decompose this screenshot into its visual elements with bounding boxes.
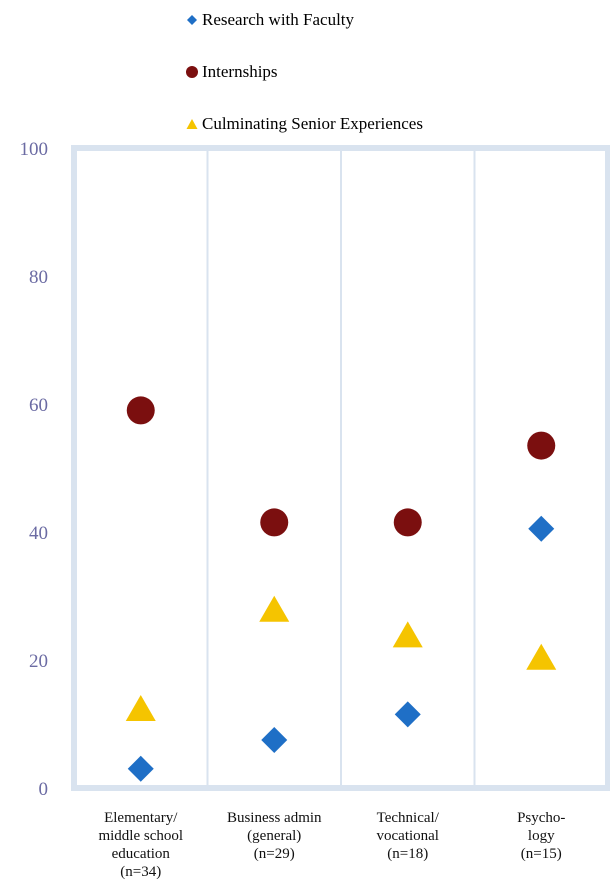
legend-label-culminating: Culminating Senior Experiences	[202, 114, 423, 133]
internship-point	[126, 396, 155, 425]
y-tick-label: 100	[20, 139, 49, 160]
research-point	[394, 701, 421, 728]
research-point	[127, 755, 154, 782]
y-tick-label: 80	[29, 267, 48, 288]
culminating-point	[526, 643, 557, 670]
y-tick-label: 60	[29, 395, 48, 416]
culminating-point	[392, 621, 423, 648]
culminating-point	[125, 695, 156, 721]
internship-point	[527, 431, 556, 460]
legend: Research with Faculty Internships Culmin…	[185, 6, 423, 162]
x-category-label: Technical/vocational (n=18)	[377, 810, 440, 862]
research-point	[261, 727, 288, 753]
circle-marker-icon	[185, 65, 199, 79]
y-tick-label: 40	[29, 523, 48, 544]
internship-point	[260, 508, 289, 537]
x-category-label: Elementary/middle school education (n=34)	[98, 810, 183, 880]
diamond-marker-icon	[185, 13, 199, 27]
legend-label-research: Research with Faculty	[202, 10, 355, 29]
legend-item-internships: Internships	[185, 58, 423, 86]
legend-item-research: Research with Faculty	[185, 6, 423, 34]
x-category-label: Business admin (general) (n=29)	[227, 810, 322, 862]
internship-point	[393, 508, 422, 537]
culminating-point	[259, 595, 290, 622]
triangle-marker-icon	[185, 117, 199, 131]
research-point	[528, 515, 555, 542]
y-tick-label: 20	[29, 651, 48, 672]
x-category-label: Psycho-logy (n=15)	[517, 810, 565, 862]
legend-label-internships: Internships	[202, 62, 278, 81]
y-tick-label: 0	[39, 779, 49, 800]
legend-item-culminating: Culminating Senior Experiences	[185, 110, 423, 138]
